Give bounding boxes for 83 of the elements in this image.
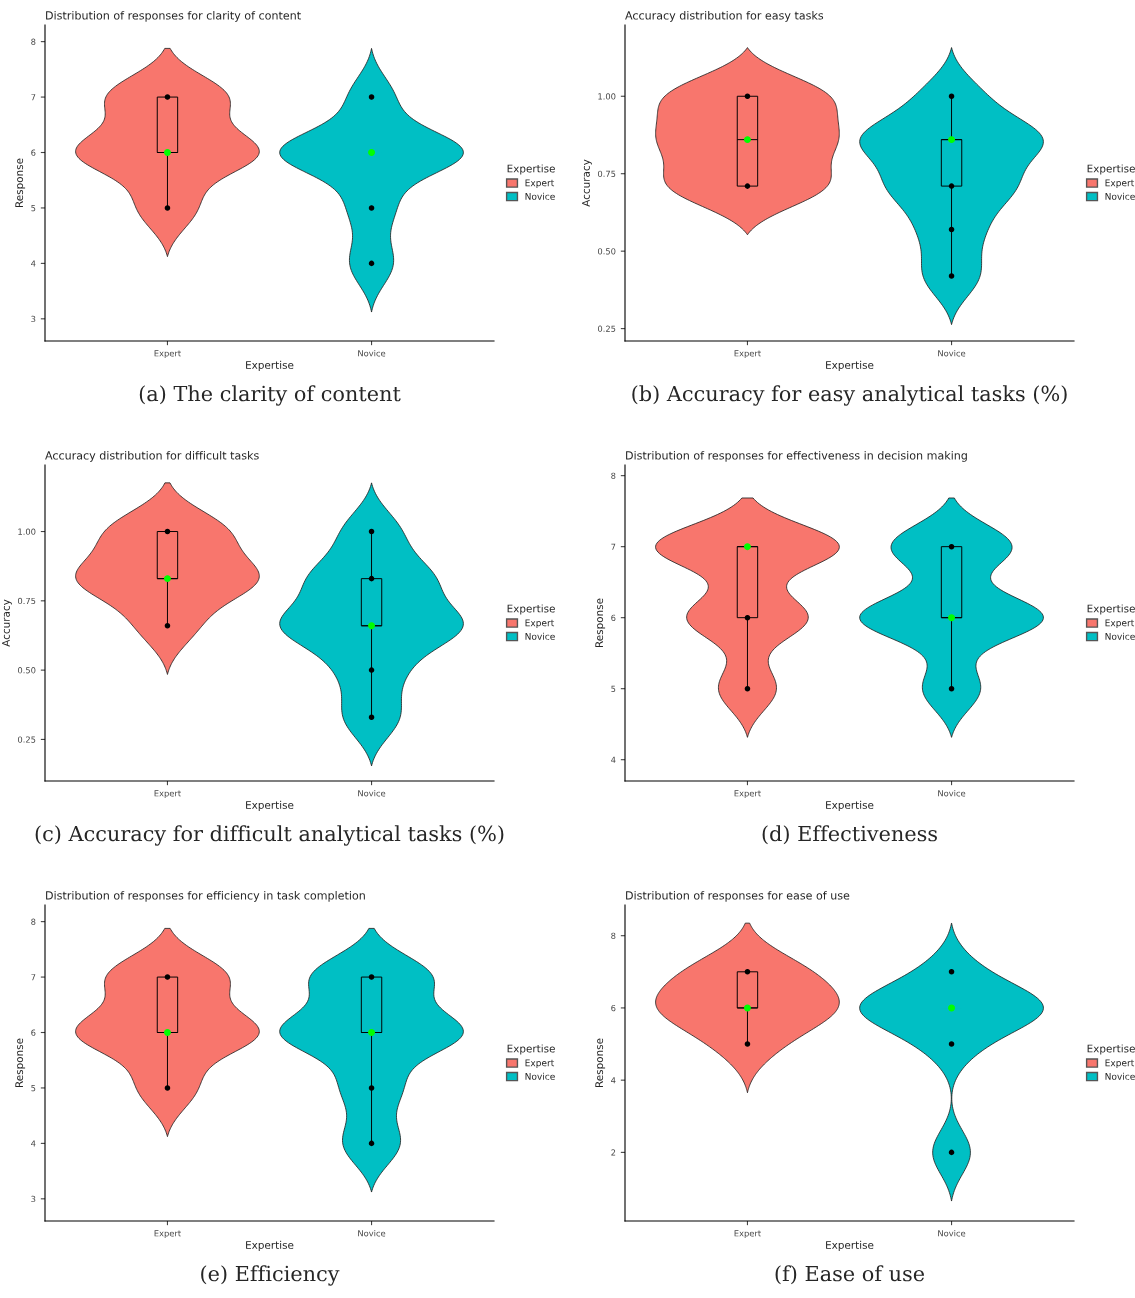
legend-label: Expert [525,619,555,629]
x-tick-label: Expert [734,350,761,359]
legend-title: Expertise [507,1044,555,1055]
text: (f) Ease of use [775,1265,925,1285]
y-tick-label: 5 [31,1085,36,1092]
y-tick-label: 8 [31,38,36,45]
chart-title: Accuracy distribution for easy tasks [625,11,824,22]
y-tick-label: 5 [31,205,36,212]
y-tick-label: 0.25 [17,736,36,743]
y-axis-title: Accuracy [582,159,592,207]
x-tick-label: Novice [358,1230,386,1237]
legend-title: Expertise [507,164,555,175]
y-axis-title: Accuracy [2,599,12,647]
text: (b) Accuracy for easy analytical tasks (%) [632,385,1067,406]
y-tick-label: 8 [611,472,616,479]
text: (a) The clarity of content [139,385,401,406]
y-axis-title: Response [15,1038,26,1087]
legend-label: Expert [525,179,555,189]
chart-title: Distribution of responses for efficiency in task completion [46,891,365,902]
y-tick-label: 0.50 [17,667,36,674]
x-tick-label: Novice [938,790,966,797]
y-axis-title: Response [595,598,606,647]
y-tick-label: 4 [611,756,616,763]
y-tick-label: 8 [611,932,616,939]
x-tick-label: Expert [734,790,761,799]
x-tick-label: Expert [154,350,181,359]
x-tick-label: Novice [358,790,386,797]
y-tick-label: 3 [31,1195,36,1203]
y-tick-label: 6 [31,149,36,156]
chart-title: Distribution of responses for effectiveness in decision making [626,451,967,462]
y-tick-label: 4 [611,1077,616,1084]
y-tick-label: 0.75 [17,597,36,605]
legend-title: Expertise [1087,604,1135,615]
x-axis-title: Expertise [246,800,294,811]
y-tick-label: 3 [31,315,36,323]
legend-label: Expert [525,1059,555,1069]
y-tick-label: 7 [31,94,36,101]
legend-label: Novice [1105,632,1135,640]
text: (e) Efficiency [201,1265,340,1286]
x-axis-title: Expertise [246,1240,294,1251]
legend-title: Expertise [507,604,555,615]
y-tick-label: 5 [611,685,616,692]
legend-label: Novice [525,192,555,200]
y-tick-label: 7 [611,543,616,550]
y-tick-label: 0.25 [597,325,616,332]
x-tick-label: Novice [358,350,386,357]
x-tick-label: Expert [734,1230,761,1239]
x-axis-title: Expertise [826,1240,874,1251]
legend-title: Expertise [1087,164,1135,175]
legend-label: Novice [525,1072,555,1080]
x-tick-label: Novice [938,1230,966,1237]
x-axis-title: Expertise [826,800,874,811]
text: (c) Accuracy for difficult analytical tasks (%) [35,825,504,846]
legend-label: Expert [1105,179,1135,189]
y-tick-label: 0.50 [597,248,616,255]
legend-label: Novice [1105,192,1135,200]
y-tick-label: 0.75 [597,170,616,177]
y-axis-title: Response [15,158,26,207]
text: (d) Effectiveness [762,825,937,845]
x-tick-label: Expert [154,790,181,799]
x-axis-title: Expertise [826,360,874,371]
y-tick-label: 6 [611,1004,616,1012]
legend-label: Expert [1105,1059,1135,1069]
y-tick-label: 2 [611,1149,616,1156]
y-tick-label: 4 [31,260,36,267]
x-axis-title: Expertise [246,360,294,371]
chart-title: Distribution of responses for ease of use [626,891,850,902]
legend-title: Expertise [1087,1044,1135,1055]
chart-title: Accuracy distribution for difficult tasks [45,451,259,462]
y-tick-label: 7 [31,974,36,981]
y-axis-title: Response [595,1038,606,1087]
chart-title: Distribution of responses for clarity of content [46,11,301,22]
y-tick-label: 4 [31,1140,36,1147]
legend-label: Expert [1105,619,1135,629]
y-tick-label: 1.00 [18,528,36,535]
y-tick-label: 6 [31,1029,36,1036]
x-tick-label: Novice [938,350,966,357]
x-tick-label: Expert [154,1230,181,1239]
y-tick-label: 1.00 [598,93,616,100]
legend-label: Novice [525,632,555,640]
y-tick-label: 6 [611,614,616,621]
legend-label: Novice [1105,1072,1135,1080]
y-tick-label: 8 [31,918,36,925]
